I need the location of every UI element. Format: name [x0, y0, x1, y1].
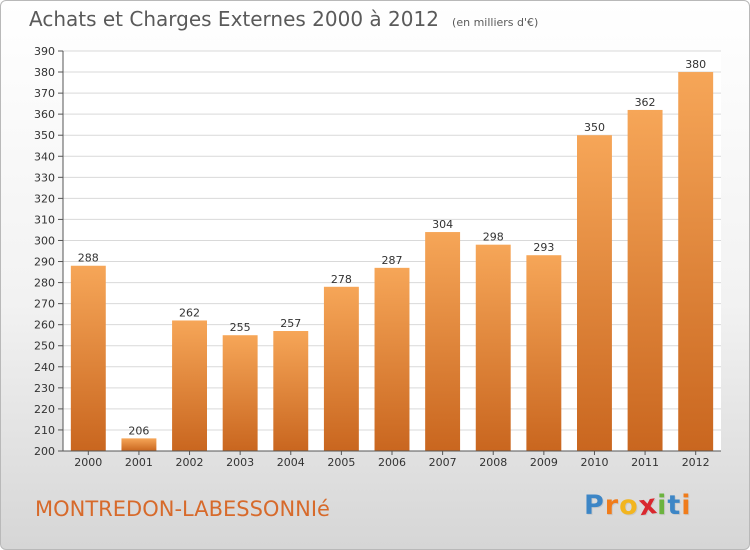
data-label: 278 — [331, 273, 352, 286]
data-label: 206 — [128, 424, 149, 437]
logo-letter: i — [657, 490, 668, 521]
logo-letter: i — [681, 490, 692, 521]
y-tick-label: 390 — [34, 45, 55, 58]
logo-letter: P — [584, 490, 605, 521]
data-label: 380 — [685, 58, 706, 71]
data-label: 350 — [584, 121, 605, 134]
chart-title: Achats et Charges Externes 2000 à 2012 — [29, 7, 439, 31]
x-tick-label: 2006 — [378, 456, 406, 469]
x-tick-label: 2004 — [277, 456, 305, 469]
y-tick-label: 330 — [34, 171, 55, 184]
bar-2007 — [425, 232, 461, 451]
y-tick-label: 210 — [34, 424, 55, 437]
y-tick-label: 280 — [34, 277, 55, 290]
y-tick-label: 240 — [34, 361, 55, 374]
data-label: 298 — [483, 231, 504, 244]
x-tick-label: 2005 — [327, 456, 355, 469]
y-tick-label: 370 — [34, 87, 55, 100]
bar-2004 — [273, 331, 309, 451]
location-name: MONTREDON-LABESSONNIé — [35, 497, 330, 521]
x-tick-label: 2008 — [479, 456, 507, 469]
data-labels: 288 206 262 255 257 278 287 304 298 293 350 362 380 — [78, 58, 706, 437]
bar-2012 — [678, 72, 714, 451]
y-tick-label: 350 — [34, 129, 55, 142]
logo-letter: t — [667, 490, 682, 521]
y-tick-label: 290 — [34, 256, 55, 269]
axes: 200 210 220 230 240 250 260 270 280 290 300 310 320 3… — [34, 45, 721, 469]
bar-2000 — [70, 265, 106, 451]
bar-2011 — [627, 109, 663, 452]
title-line: Achats et Charges Externes 2000 à 2012 (… — [29, 7, 538, 31]
data-label: 262 — [179, 306, 200, 319]
data-label: 293 — [533, 241, 554, 254]
x-tick-label: 2000 — [74, 456, 102, 469]
data-label: 362 — [635, 96, 656, 109]
y-tick-label: 380 — [34, 66, 55, 79]
x-tick-label: 2001 — [125, 456, 153, 469]
x-tick-label: 2002 — [176, 456, 204, 469]
bar-2002 — [172, 320, 208, 451]
y-tick-label: 300 — [34, 234, 55, 247]
bar-2010 — [576, 135, 612, 452]
data-label: 304 — [432, 218, 453, 231]
bar-2006 — [374, 267, 410, 451]
bar-2003 — [222, 335, 258, 451]
y-tick-label: 360 — [34, 108, 55, 121]
y-tick-label: 320 — [34, 192, 55, 205]
y-tick-label: 340 — [34, 150, 55, 163]
x-tick-label: 2012 — [682, 456, 710, 469]
x-tick-label: 2003 — [226, 456, 254, 469]
logo-letter: x — [636, 488, 660, 523]
bar-2001 — [121, 438, 157, 451]
y-tick-label: 260 — [34, 319, 55, 332]
logo-letter: r — [604, 490, 620, 521]
y-tick-label: 200 — [34, 445, 55, 458]
x-tick-label: 2009 — [530, 456, 558, 469]
bar-2008 — [475, 244, 511, 451]
y-tick-label: 270 — [34, 298, 55, 311]
x-tick-label: 2011 — [631, 456, 659, 469]
y-tick-label: 310 — [34, 213, 55, 226]
chart-subtitle: (en milliers d'€) — [452, 16, 539, 29]
data-label: 287 — [382, 254, 403, 267]
data-label: 255 — [230, 321, 251, 334]
data-label: 257 — [280, 317, 301, 330]
x-tick-label: 2010 — [580, 456, 608, 469]
data-label: 288 — [78, 252, 99, 265]
y-tick-label: 230 — [34, 382, 55, 395]
x-tick-label: 2007 — [429, 456, 457, 469]
bars — [70, 72, 714, 452]
bar-2009 — [526, 255, 562, 451]
y-tick-label: 220 — [34, 403, 55, 416]
bar-2005 — [323, 286, 359, 451]
y-tick-label: 250 — [34, 340, 55, 353]
proxiti-logo: Proxiti — [584, 488, 692, 523]
logo-letter: o — [619, 490, 639, 521]
